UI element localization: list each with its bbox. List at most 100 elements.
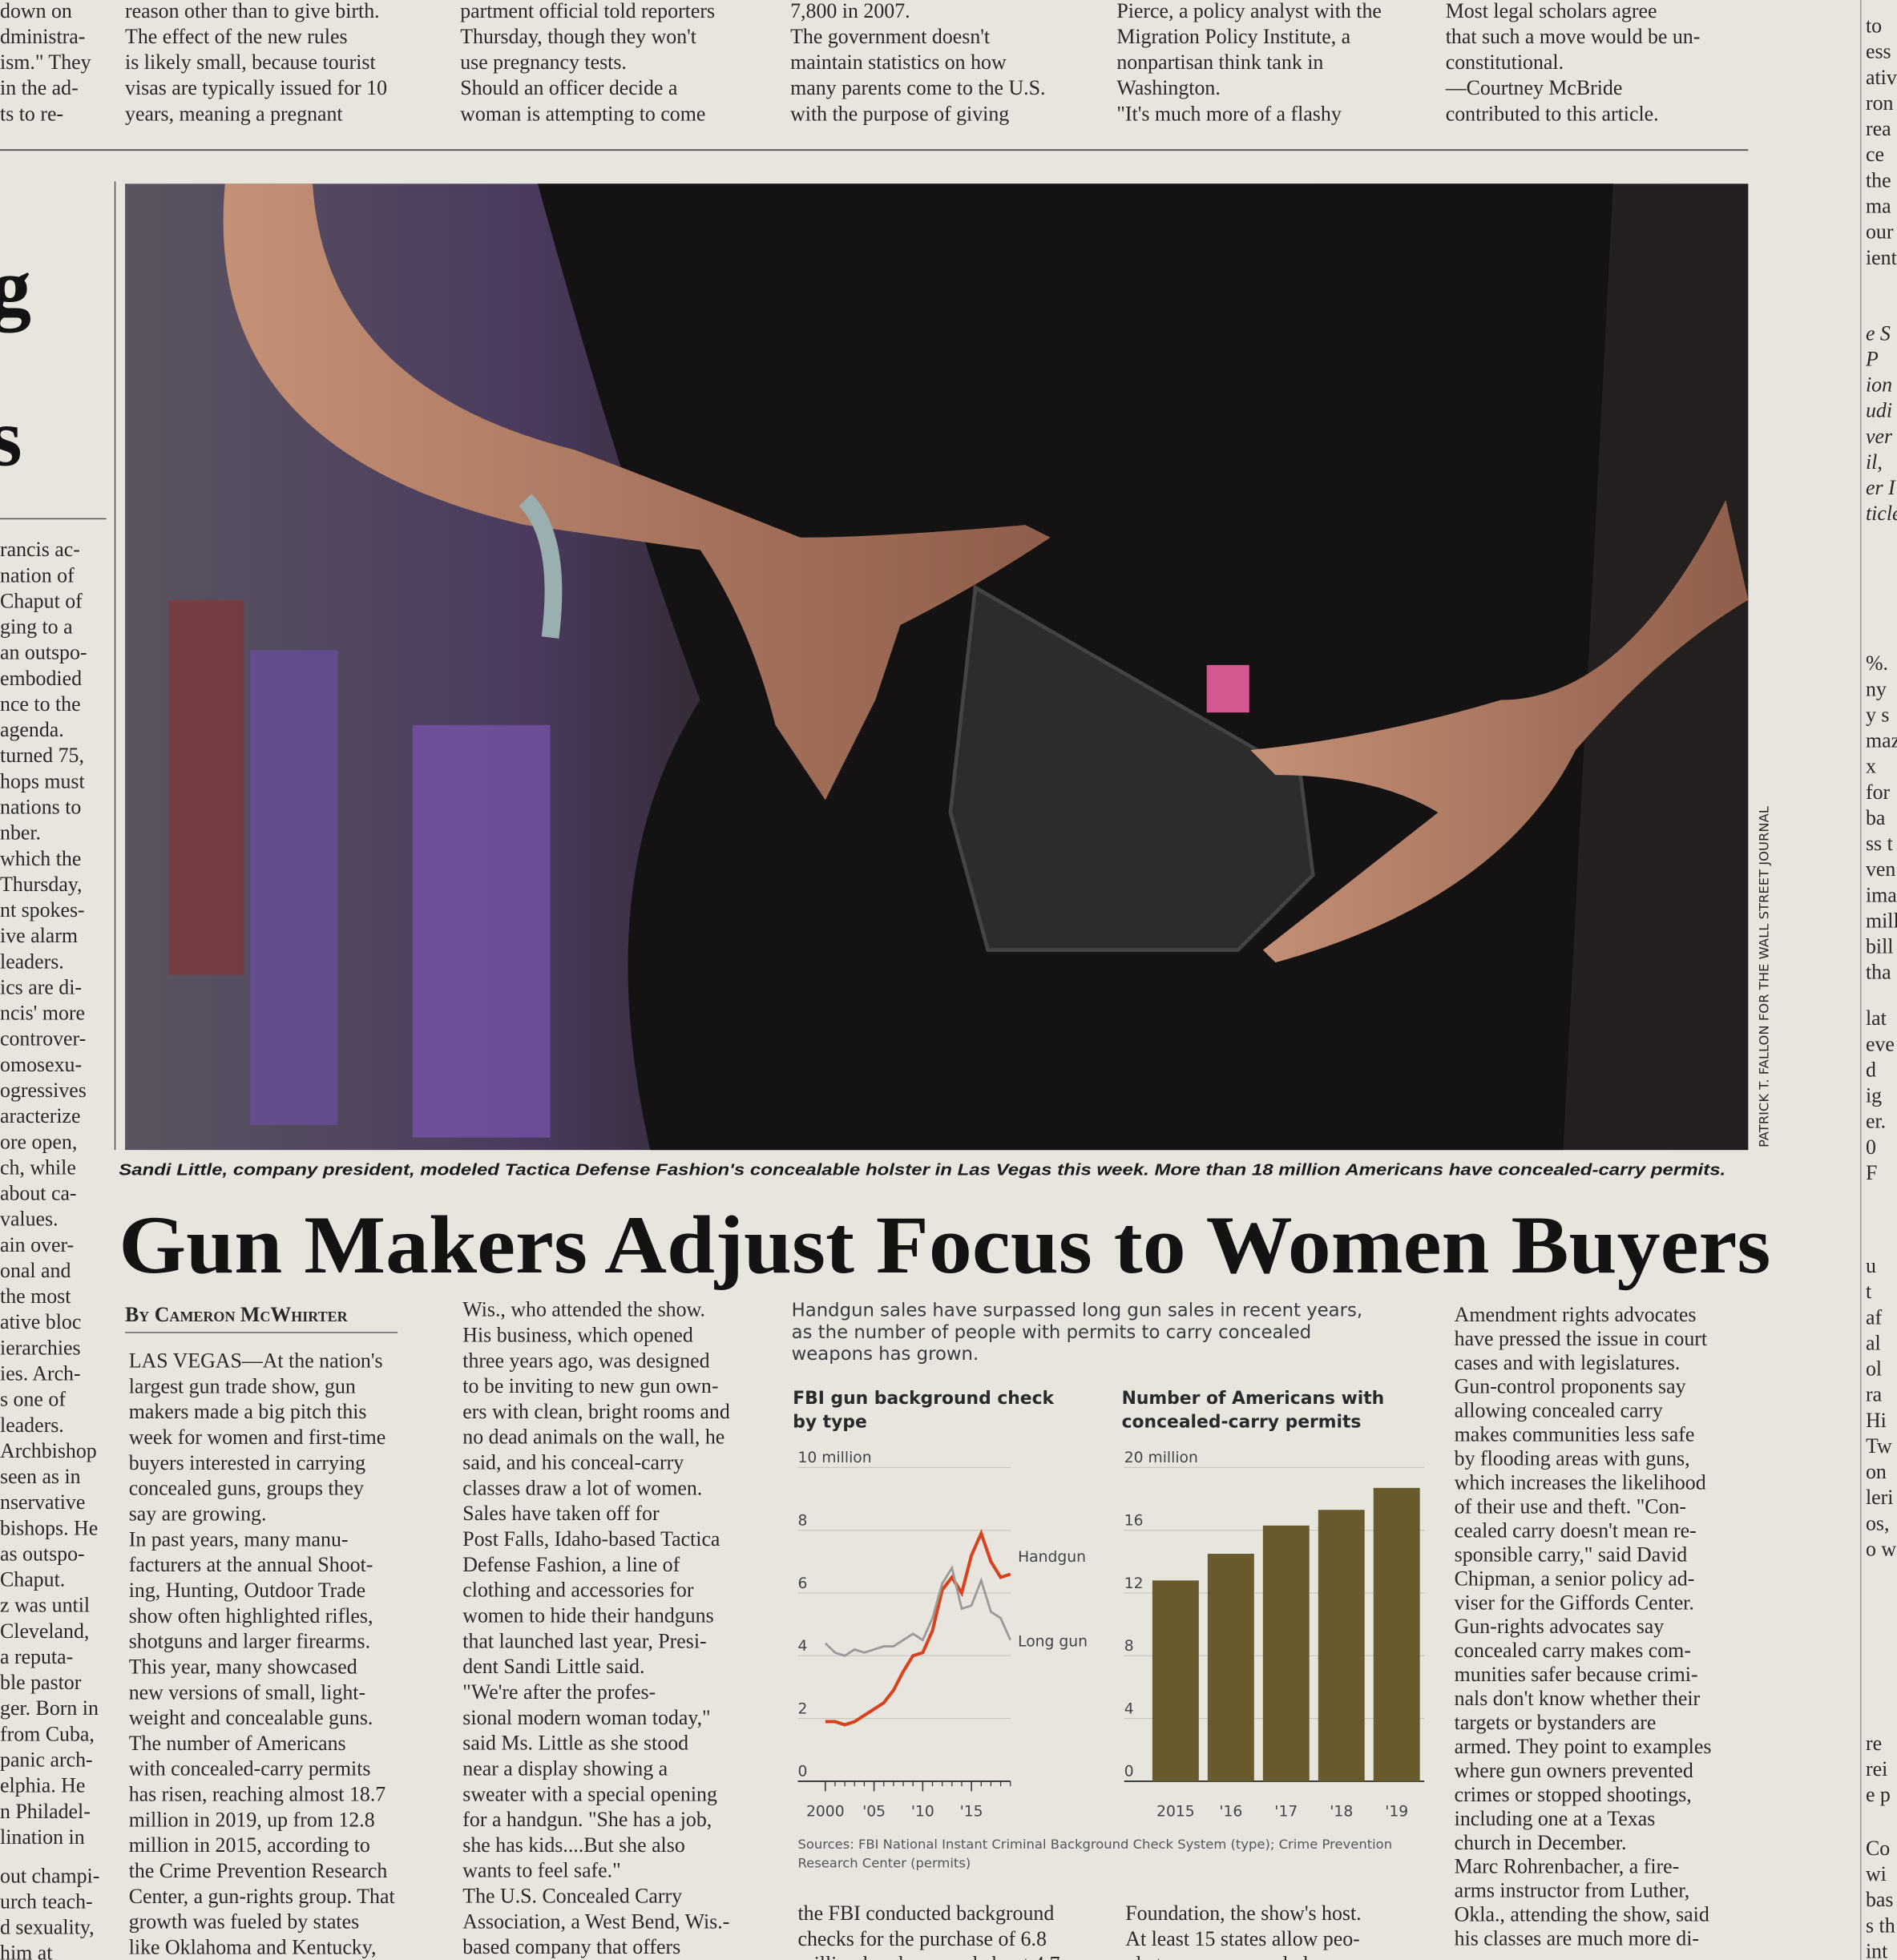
text-line: partment official told reporters xyxy=(460,0,715,22)
text-line: nations to xyxy=(0,796,81,819)
text-line: af xyxy=(1866,1305,1882,1329)
text-line: three years ago, was designed xyxy=(462,1349,709,1372)
y-tick-label: 4 xyxy=(797,1638,807,1655)
text-line: ers with clean, bright rooms and xyxy=(462,1400,730,1423)
text-line: constitutional. xyxy=(1446,50,1564,74)
text-line: show often highlighted rifles, xyxy=(129,1604,373,1627)
x-tick-label: '18 xyxy=(1330,1804,1353,1821)
text-line: wi xyxy=(1866,1862,1887,1885)
text-line: e p xyxy=(1866,1783,1891,1806)
text-line: Gun-control proponents say xyxy=(1455,1375,1686,1398)
y-tick-label: 8 xyxy=(1124,1638,1134,1655)
text-line: cases and with legislatures. xyxy=(1455,1351,1681,1374)
text-line: ss t xyxy=(1866,832,1894,855)
text-line: Hi xyxy=(1866,1409,1887,1432)
text-line: concealed guns, groups they xyxy=(129,1477,364,1500)
x-tick-label: 2000 xyxy=(806,1804,845,1821)
text-line: Co xyxy=(1866,1837,1890,1860)
text-line: ba xyxy=(1866,806,1886,829)
text-line: on xyxy=(1866,1460,1887,1483)
text-line: million in 2015, according to xyxy=(129,1833,370,1857)
text-line: z was until xyxy=(0,1594,90,1617)
text-line: have pressed the issue in court xyxy=(1455,1327,1708,1350)
text-line: leaders. xyxy=(0,1414,64,1437)
series-label: Long gun xyxy=(1018,1634,1088,1651)
text-line: ies. Arch- xyxy=(0,1361,81,1385)
text-line: say are growing. xyxy=(129,1502,267,1526)
text-line: 7,800 in 2007. xyxy=(790,0,910,22)
text-line: re xyxy=(1866,1732,1882,1755)
text-line: hops must xyxy=(0,769,85,792)
text-line: ient xyxy=(1866,246,1897,269)
text-line: women to hide their handguns xyxy=(462,1604,713,1627)
text-line: Most legal scholars agree xyxy=(1446,0,1657,22)
text-line: In past years, many manu- xyxy=(129,1527,349,1551)
text-line: ess xyxy=(1866,40,1891,63)
text-line: the FBI conducted background xyxy=(797,1902,1054,1925)
text-line: viser for the Giffords Center. xyxy=(1455,1591,1694,1614)
text-line: nation of xyxy=(0,563,75,587)
bar xyxy=(1318,1510,1365,1781)
text-line: reason other than to give birth. xyxy=(125,0,380,22)
text-line: has risen, reaching almost 18.7 xyxy=(129,1783,386,1806)
text-line: Archbishop xyxy=(0,1439,97,1462)
text-line: Chaput. xyxy=(0,1568,65,1591)
text-line: ron xyxy=(1866,91,1894,115)
text-line: dministra- xyxy=(0,25,85,48)
text-line: use pregnancy tests. xyxy=(460,50,627,74)
text-line: ierarchies xyxy=(0,1336,81,1359)
text-line: dent Sandi Little said. xyxy=(462,1655,644,1678)
text-line: turned 75, xyxy=(0,744,84,767)
text-line: Defense Fashion, a line of xyxy=(462,1553,680,1576)
text-line: targets or bystanders are xyxy=(1455,1711,1657,1734)
text-line: our xyxy=(1866,220,1894,244)
text-line: as outspo- xyxy=(0,1542,85,1565)
text-line: ics are di- xyxy=(0,975,82,998)
text-line: Migration Policy Institute, a xyxy=(1116,25,1350,48)
text-line: based company that offers xyxy=(462,1935,680,1958)
y-tick-label: 6 xyxy=(797,1575,807,1592)
text-line: aracterize xyxy=(0,1104,81,1127)
x-tick-label: '05 xyxy=(862,1804,886,1821)
text-line: million handguns and about 4.7 xyxy=(797,1953,1059,1960)
text-line: munities safer because crimi- xyxy=(1455,1663,1698,1686)
text-line: agenda. xyxy=(0,718,64,741)
text-line: Center, a gun-rights group. That xyxy=(129,1885,396,1908)
text-line: that such a move would be un- xyxy=(1446,25,1701,48)
text-line: nals don't know whether their xyxy=(1455,1687,1701,1710)
text-line: maintain statistics on how xyxy=(790,50,1007,74)
text-line: maz xyxy=(1866,729,1897,752)
text-line: where gun owners prevented xyxy=(1455,1759,1693,1782)
text-line: Amendment rights advocates xyxy=(1455,1303,1697,1326)
text-line: weight and concealable guns. xyxy=(129,1706,373,1729)
text-line: armed. They point to examples xyxy=(1455,1735,1712,1758)
text-line: ging to a xyxy=(0,615,73,639)
text-line: ative bloc xyxy=(0,1310,81,1333)
x-tick-label: '16 xyxy=(1219,1804,1242,1821)
graphic-source: Research Center (permits) xyxy=(797,1856,971,1871)
headline-fragment: s xyxy=(0,392,22,483)
text-line: udi xyxy=(1866,399,1892,422)
tag xyxy=(1206,664,1249,713)
text-line: values. xyxy=(0,1208,59,1231)
text-line: "We're after the profes- xyxy=(462,1680,656,1704)
chart-title: concealed-carry permits xyxy=(1122,1412,1362,1432)
text-line: a reputa- xyxy=(0,1645,73,1668)
text-line: embodied xyxy=(0,667,82,690)
text-line: with the purpose of giving xyxy=(790,102,1009,125)
text-line: s one of xyxy=(0,1388,66,1411)
text-line: bas xyxy=(1866,1888,1894,1911)
text-line: in the ad- xyxy=(0,76,79,99)
text-line: Post Falls, Idaho-based Tactica xyxy=(462,1527,720,1551)
text-line: ore open, xyxy=(0,1130,77,1153)
y-tick-label: 8 xyxy=(797,1512,807,1529)
y-tick-label: 2 xyxy=(797,1700,807,1717)
text-line: his classes are much more di- xyxy=(1455,1927,1699,1950)
text-line: sional modern woman today," xyxy=(462,1706,710,1729)
text-line: arms instructor from Luther, xyxy=(1455,1879,1690,1902)
text-line: bishops. He xyxy=(0,1516,98,1539)
text-line: This year, many showcased xyxy=(129,1655,357,1678)
text-line: an outspo- xyxy=(0,641,87,664)
text-line: him at xyxy=(0,1942,53,1960)
text-line: clothing and accessories for xyxy=(462,1579,694,1602)
